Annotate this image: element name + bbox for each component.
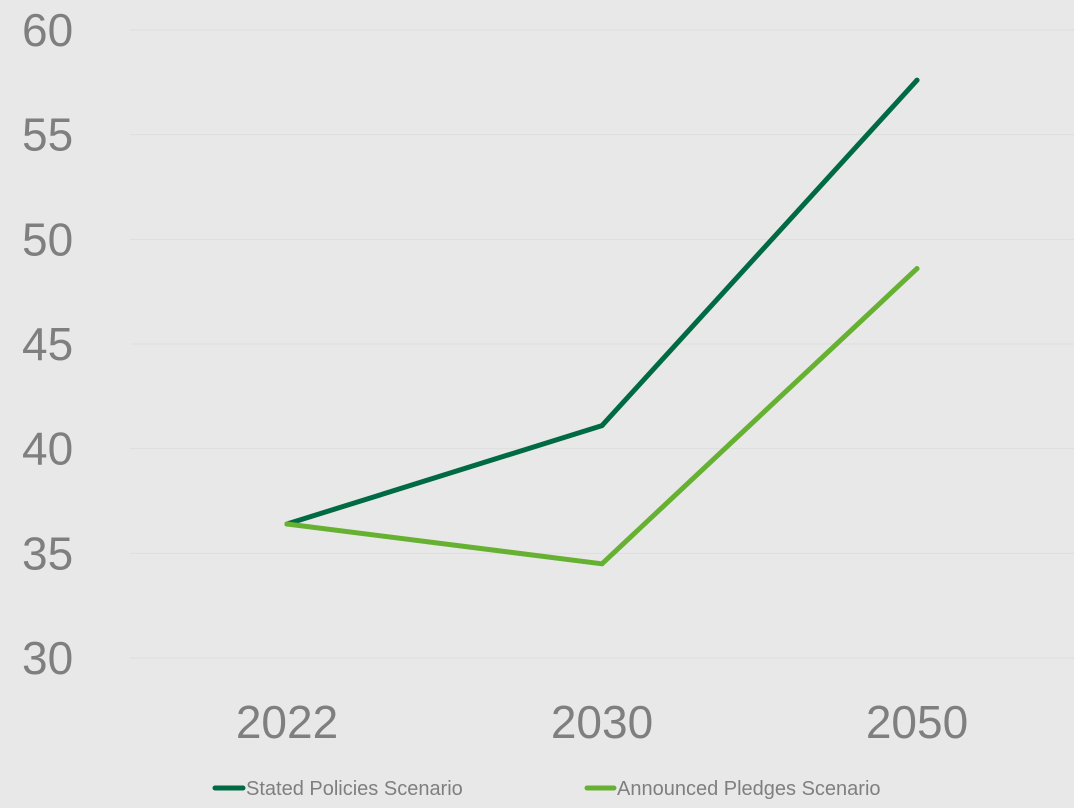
data-point — [284, 521, 290, 527]
y-tick-label: 55 — [22, 109, 73, 161]
gridlines — [130, 29, 1074, 659]
y-tick-label: 35 — [22, 527, 73, 579]
data-point — [914, 266, 920, 272]
y-tick-label: 60 — [22, 4, 73, 56]
x-tick-label: 2050 — [866, 696, 968, 748]
y-axis-ticks: 30 35 40 45 50 55 60 — [22, 4, 73, 684]
y-tick-label: 30 — [22, 632, 73, 684]
data-point — [599, 561, 605, 567]
legend-label: Stated Policies Scenario — [246, 778, 463, 800]
legend-label: Announced Pledges Scenario — [617, 778, 881, 800]
series-lines — [284, 77, 920, 567]
x-tick-label: 2022 — [236, 696, 338, 748]
legend: Stated Policies Scenario Announced Pledge… — [212, 778, 881, 800]
x-tick-label: 2030 — [551, 696, 653, 748]
y-tick-label: 50 — [22, 213, 73, 265]
y-tick-label: 40 — [22, 423, 73, 475]
data-point — [914, 77, 920, 83]
y-tick-label: 45 — [22, 318, 73, 370]
series-line-2 — [284, 266, 920, 567]
series-line-1 — [284, 77, 920, 527]
data-point — [599, 423, 605, 429]
x-axis-ticks: 2022 2030 2050 — [236, 696, 968, 748]
